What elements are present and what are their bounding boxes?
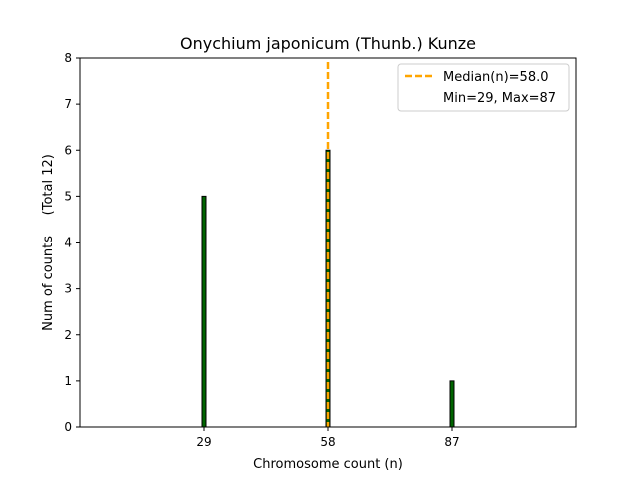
y-tick-label-6: 6 (64, 143, 72, 157)
plot-frame (79, 57, 577, 428)
y-tick-label-5: 5 (64, 189, 72, 203)
legend-median-label: Median(n)=58.0 (443, 70, 549, 85)
x-axis-label: Chromosome count (n) (253, 457, 403, 472)
y-tick-label-7: 7 (64, 97, 72, 111)
y-tick-label-2: 2 (64, 328, 72, 342)
x-tick-label-29: 29 (196, 435, 211, 449)
bar-87 (449, 380, 455, 428)
y-tick-label-3: 3 (64, 282, 72, 296)
x-tick-label-87: 87 (444, 435, 459, 449)
plot-area: 29 58 87 0 1 2 3 4 5 6 7 8 (64, 51, 459, 449)
bar-29 (201, 195, 207, 428)
x-tick-label-58: 58 (320, 435, 335, 449)
chart-title: Onychium japonicum (Thunb.) Kunze (180, 34, 476, 53)
legend: Median(n)=58.0 Min=29, Max=87 (397, 63, 570, 112)
y-tick-label-8: 8 (64, 51, 72, 65)
y-axis-label: Num of counts (Total 12) (41, 154, 56, 331)
y-tick-label-1: 1 (64, 374, 72, 388)
legend-range-label: Min=29, Max=87 (443, 91, 556, 106)
y-tick-label-4: 4 (64, 236, 72, 250)
legend-box (397, 63, 570, 112)
y-tick-label-0: 0 (64, 420, 72, 434)
